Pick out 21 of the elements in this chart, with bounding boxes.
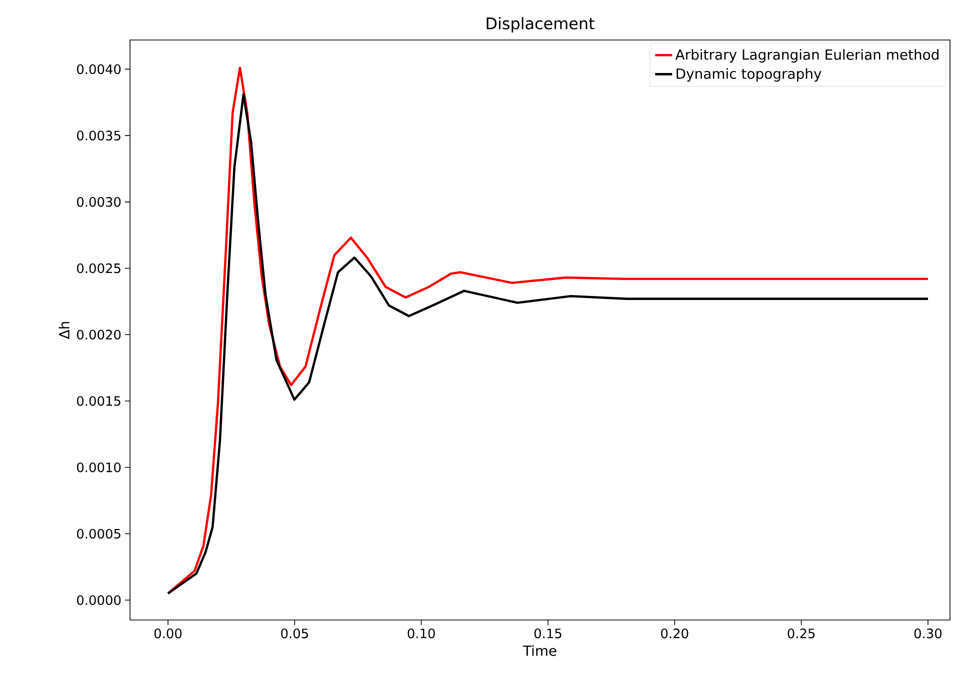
x-tick-label: 0.30	[914, 628, 942, 638]
y-axis-title: Δh	[58, 322, 70, 340]
y-tick-label: 0.0030	[77, 197, 121, 207]
legend-label: Arbitrary Lagrangian Eulerian method	[675, 49, 938, 63]
x-axis-title: Time	[522, 645, 556, 656]
y-tick-label: 0.0025	[77, 263, 120, 274]
y-tick-label: 0.0035	[77, 130, 120, 140]
legend-label: Dynamic topography	[676, 68, 822, 82]
y-tick-label: 0.0000	[77, 595, 121, 605]
y-tick-label: 0.0040	[77, 64, 121, 74]
y-tick-label: 0.0010	[77, 462, 121, 472]
y-tick-label: 0.0015	[77, 396, 120, 406]
y-tick-label: 0.0005	[77, 528, 120, 539]
x-tick-label: 0.25	[788, 628, 815, 638]
x-tick-label: 0.10	[408, 628, 435, 638]
x-tick-label: 0.05	[281, 628, 308, 638]
chart-title: Displacement	[486, 17, 594, 32]
y-tick-label: 0.0020	[77, 330, 121, 340]
x-tick-label: 0.00	[154, 628, 182, 638]
x-tick-label: 0.15	[534, 628, 562, 638]
x-tick-label: 0.20	[661, 628, 688, 638]
